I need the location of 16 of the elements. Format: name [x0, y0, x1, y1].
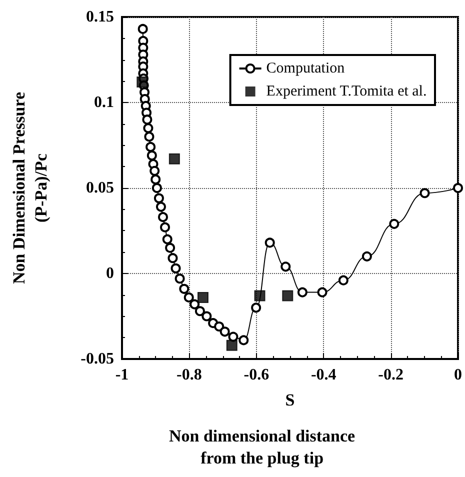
y-tick-label: 0 — [106, 265, 114, 282]
y-tick-label: -0.05 — [80, 350, 114, 368]
y-tick-label: 0.15 — [86, 8, 114, 26]
x-tick-label: -0.4 — [310, 366, 336, 384]
x-tick-label: -0.6 — [244, 366, 270, 384]
y-axis-title: Non Dimensional Pressure (P-Pa)/Pc — [10, 92, 50, 284]
x-tick-label: -0.2 — [378, 366, 404, 384]
y-tick-label: 0.1 — [94, 94, 114, 111]
text: Non dimensional distance from the plug tip — [168, 426, 356, 468]
y-tick-label: 0.05 — [86, 180, 114, 196]
x-tick-label: 0 — [454, 366, 462, 384]
x-axis-title: S — [285, 390, 295, 410]
x-tick-label: -1 — [115, 366, 129, 384]
legend-label: Computation — [266, 60, 346, 76]
x-tick-label: -0.8 — [176, 366, 202, 384]
legend-label: Experiment T.Tomita et al. — [266, 84, 427, 100]
